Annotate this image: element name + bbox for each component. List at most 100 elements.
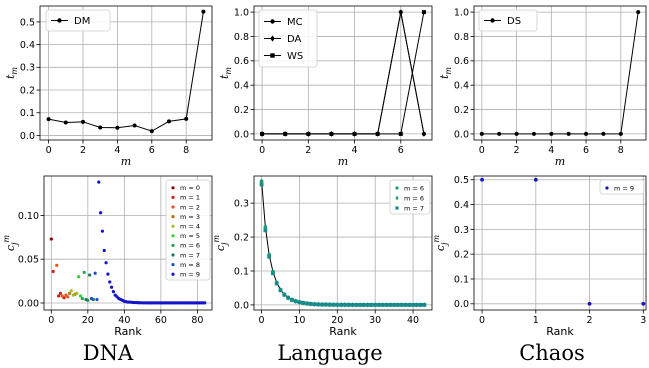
legend-label: DA <box>287 34 302 45</box>
legend-entry: m = 0 <box>171 184 200 192</box>
legend-label: m = 1 <box>180 194 200 202</box>
data-point <box>77 275 81 279</box>
data-point <box>398 9 403 15</box>
x-tick-label: 10 <box>293 315 305 326</box>
y-tick-label: 0.10 <box>18 211 39 222</box>
legend-marker <box>171 205 175 209</box>
y-tick-label: 0.3 <box>234 199 249 210</box>
data-point <box>271 271 275 276</box>
column-title-chaos: Chaos <box>519 341 585 365</box>
x-tick-label: 0 <box>259 145 265 156</box>
plot-frame <box>39 5 213 141</box>
chart-panel-2: 0 2 4 6 8 0.0 0.2 0.4 0.6 0.8 1.0 m tm DS <box>438 5 647 168</box>
data-point <box>497 131 502 136</box>
x-tick-label: 2 <box>514 145 520 156</box>
y-tick-label: 0.2 <box>20 85 35 96</box>
data-point <box>531 131 536 136</box>
data-point <box>111 290 115 294</box>
plot-frame <box>43 175 213 311</box>
data-layer <box>479 10 641 136</box>
legend-label: m = 3 <box>180 213 200 221</box>
data-point <box>327 302 332 307</box>
legend-entry: m = 6 <box>395 194 424 202</box>
x-tick-label: 4 <box>352 145 358 156</box>
data-point <box>278 288 283 293</box>
x-axis-label: Rank <box>546 325 574 338</box>
data-point <box>373 302 378 307</box>
data-point <box>57 294 61 298</box>
legend-entry: m = 1 <box>171 194 200 202</box>
data-point <box>329 131 334 136</box>
data-point <box>320 302 325 307</box>
legend-label: WS <box>287 51 303 62</box>
y-tick-label: 0.2 <box>234 105 249 116</box>
data-point <box>106 272 110 276</box>
series-line <box>481 12 639 135</box>
data-point <box>49 237 53 241</box>
legend-label: DM <box>74 16 90 27</box>
y-tick-label: 0.4 <box>454 200 469 211</box>
y-tick-label: 0.8 <box>454 32 469 43</box>
x-tick-label: 2 <box>80 145 86 156</box>
data-point <box>533 177 538 182</box>
data-point <box>81 119 85 124</box>
data-layer <box>49 180 207 305</box>
data-point <box>339 302 344 307</box>
legend-marker <box>171 263 175 267</box>
legend-entry: m = 9 <box>171 271 200 279</box>
legend-entry: m = 6 <box>171 242 200 250</box>
data-point <box>305 301 309 306</box>
data-point <box>89 297 94 301</box>
legend-label: m = 2 <box>180 203 200 211</box>
data-point <box>100 229 105 233</box>
x-tick-label: 6 <box>149 145 155 156</box>
data-point <box>260 131 265 136</box>
legend-label: m = 6 <box>404 184 424 192</box>
data-layer <box>46 9 206 134</box>
data-point <box>46 117 51 122</box>
legend-label: m = 7 <box>180 251 200 259</box>
data-point <box>335 302 340 307</box>
data-point <box>342 302 347 307</box>
y-axis-label: tm <box>218 67 233 79</box>
data-point <box>132 123 137 128</box>
data-point <box>584 131 589 136</box>
x-tick-label: 2 <box>587 315 593 326</box>
data-point <box>358 302 362 307</box>
data-point <box>84 297 88 302</box>
x-tick-label: 4 <box>548 145 554 156</box>
data-point <box>414 302 419 307</box>
x-axis-label: Rank <box>114 325 142 338</box>
x-tick-label: 30 <box>369 315 381 326</box>
y-tick-label: 0.0 <box>454 129 469 140</box>
data-point <box>283 131 288 136</box>
y-tick-label: 0.0 <box>234 300 249 311</box>
legend-marker <box>171 215 175 219</box>
y-tick-label: 0.2 <box>234 232 249 243</box>
data-point <box>324 302 328 307</box>
x-axis-label: m <box>121 155 131 168</box>
data-point <box>346 302 351 307</box>
legend-entry: DM <box>51 16 90 27</box>
data-point <box>369 302 374 307</box>
data-point <box>601 131 606 136</box>
legend-entry: m = 3 <box>171 213 200 221</box>
legend-entry: DA <box>264 34 302 45</box>
legend-box <box>389 179 431 215</box>
legend-entry: m = 7 <box>395 204 424 212</box>
data-point <box>93 271 97 275</box>
data-point <box>274 281 279 286</box>
legend-marker <box>605 186 609 190</box>
legend-marker <box>270 53 275 58</box>
legend-box <box>45 9 111 32</box>
legend-entry: m = 9 <box>605 184 634 192</box>
data-point <box>587 301 592 306</box>
legend-entry: MC <box>264 17 303 28</box>
data-point <box>149 129 154 134</box>
x-axis-label: m <box>555 155 565 168</box>
data-point <box>104 261 108 265</box>
legend-marker <box>395 195 399 201</box>
y-tick-label: 0.0 <box>20 131 35 142</box>
data-point <box>421 10 426 15</box>
y-axis-label: cjm <box>432 234 449 251</box>
